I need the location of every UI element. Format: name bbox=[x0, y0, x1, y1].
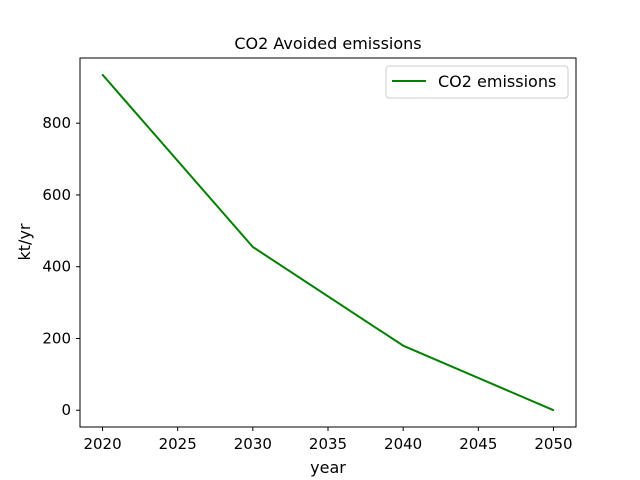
x-tick-label: 2035 bbox=[309, 435, 347, 453]
x-axis-label: year bbox=[310, 458, 346, 477]
series-layer bbox=[101, 73, 555, 412]
y-axis-label: kt/yr bbox=[15, 223, 34, 260]
y-axis-ticks: 0 200 400 600 800 bbox=[42, 114, 80, 419]
data-point bbox=[101, 73, 104, 76]
data-point bbox=[402, 344, 404, 347]
legend: CO2 emissions bbox=[385, 65, 569, 99]
x-tick-label: 2025 bbox=[159, 435, 197, 453]
x-tick-label: 2040 bbox=[384, 435, 422, 453]
y-tick-label: 200 bbox=[42, 329, 71, 347]
x-axis-ticks: 2020 2025 2030 2035 2040 2045 2050 bbox=[83, 427, 573, 453]
plot-area: 2020 2025 2030 2035 2040 2045 2050 0 200 400 600 8… bbox=[42, 57, 577, 453]
x-tick-label: 2030 bbox=[234, 435, 272, 453]
y-tick-label: 600 bbox=[42, 186, 71, 204]
series-line bbox=[101, 74, 554, 412]
legend-label: CO2 emissions bbox=[438, 72, 556, 91]
y-tick-label: 0 bbox=[61, 401, 71, 419]
legend-box bbox=[385, 65, 569, 99]
x-tick-label: 2020 bbox=[83, 435, 121, 453]
data-point bbox=[252, 246, 254, 248]
data-point bbox=[552, 409, 555, 412]
y-tick-label: 800 bbox=[42, 114, 71, 132]
x-tick-label: 2050 bbox=[534, 435, 572, 453]
x-tick-label: 2045 bbox=[459, 435, 497, 453]
y-tick-label: 400 bbox=[42, 258, 71, 276]
chart-title: CO2 Avoided emissions bbox=[234, 34, 421, 53]
